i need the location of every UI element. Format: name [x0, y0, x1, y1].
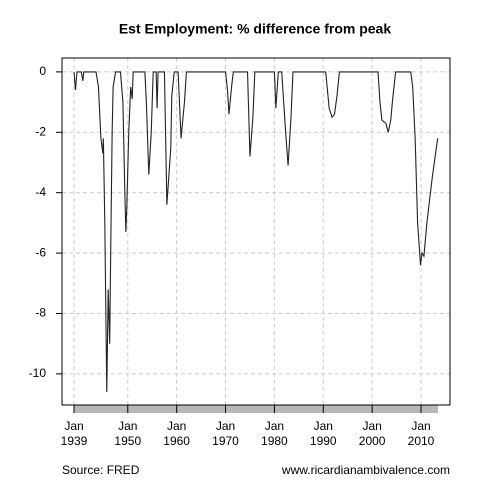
y-tick-label: -4 — [35, 185, 46, 199]
credit: www.ricardianambivalence.com — [281, 463, 450, 477]
x-tick-label: Jan 1950 — [114, 419, 142, 448]
plot-frame — [61, 57, 451, 406]
chart-title: Est Employment: % difference from peak — [119, 21, 392, 37]
source: Source: FRED — [62, 463, 140, 477]
x-tick-label: Jan 1960 — [163, 419, 190, 448]
y-tick-label: -8 — [35, 306, 46, 320]
x-tick-label: Jan 1970 — [212, 419, 239, 448]
y-tick-label: -2 — [35, 124, 46, 138]
x-tick-label: Jan 1939 — [60, 419, 88, 448]
data-line — [73, 71, 439, 393]
x-tick-label: Jan 1990 — [309, 419, 337, 448]
x-tick-label: Jan 1980 — [261, 419, 288, 448]
axis-strip — [74, 405, 438, 413]
x-tick-label: Jan 2000 — [358, 419, 386, 448]
x-tick-label: Jan 2010 — [407, 419, 435, 448]
y-tick-label: 0 — [39, 64, 46, 78]
y-tick-label: -10 — [29, 366, 47, 380]
y-tick-label: -6 — [35, 245, 46, 259]
